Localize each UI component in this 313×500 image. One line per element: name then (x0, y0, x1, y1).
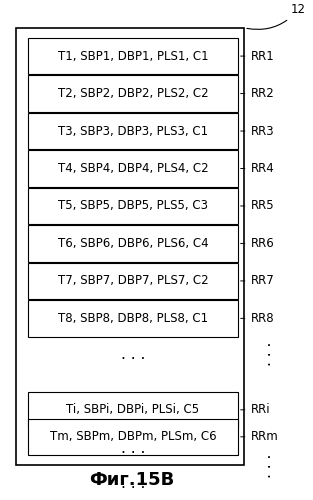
FancyBboxPatch shape (28, 150, 238, 186)
Text: T8, SBP8, DBP8, PLS8, C1: T8, SBP8, DBP8, PLS8, C1 (58, 312, 208, 325)
Text: T3, SBP3, DBP3, PLS3, C1: T3, SBP3, DBP3, PLS3, C1 (58, 124, 208, 138)
FancyBboxPatch shape (28, 392, 238, 428)
Text: T7, SBP7, DBP7, PLS7, C2: T7, SBP7, DBP7, PLS7, C2 (58, 274, 208, 287)
Text: . . .: . . . (259, 454, 274, 477)
Text: 12: 12 (247, 3, 306, 30)
Text: . . .: . . . (121, 440, 145, 456)
Text: RR6: RR6 (241, 237, 274, 250)
Text: RRm: RRm (241, 430, 278, 444)
FancyBboxPatch shape (28, 188, 238, 224)
Text: . . .: . . . (259, 342, 274, 366)
Text: RR4: RR4 (241, 162, 274, 175)
Text: RR1: RR1 (241, 50, 274, 62)
Text: RR8: RR8 (241, 312, 274, 325)
Text: T4, SBP4, DBP4, PLS4, C2: T4, SBP4, DBP4, PLS4, C2 (58, 162, 208, 175)
Text: . . .: . . . (121, 476, 145, 490)
FancyBboxPatch shape (28, 262, 238, 299)
FancyBboxPatch shape (28, 225, 238, 262)
FancyBboxPatch shape (28, 76, 238, 112)
Text: RRi: RRi (241, 404, 270, 416)
FancyBboxPatch shape (16, 28, 244, 465)
FancyBboxPatch shape (28, 113, 238, 150)
Text: T1, SBP1, DBP1, PLS1, C1: T1, SBP1, DBP1, PLS1, C1 (58, 50, 208, 62)
Text: RR7: RR7 (241, 274, 274, 287)
Text: RR5: RR5 (241, 200, 274, 212)
Text: T5, SBP5, DBP5, PLS5, C3: T5, SBP5, DBP5, PLS5, C3 (58, 200, 208, 212)
FancyBboxPatch shape (28, 300, 238, 337)
Text: . . .: . . . (121, 346, 145, 362)
Text: Ti, SBPi, DBPi, PLSi, C5: Ti, SBPi, DBPi, PLSi, C5 (66, 404, 200, 416)
Text: Tm, SBPm, DBPm, PLSm, C6: Tm, SBPm, DBPm, PLSm, C6 (50, 430, 216, 444)
Text: RR2: RR2 (241, 87, 274, 100)
FancyBboxPatch shape (28, 418, 238, 455)
FancyBboxPatch shape (28, 38, 238, 74)
Text: Фиг.15B: Фиг.15B (89, 471, 174, 489)
Text: T2, SBP2, DBP2, PLS2, C2: T2, SBP2, DBP2, PLS2, C2 (58, 87, 208, 100)
Text: RR3: RR3 (241, 124, 274, 138)
Text: T6, SBP6, DBP6, PLS6, C4: T6, SBP6, DBP6, PLS6, C4 (58, 237, 208, 250)
